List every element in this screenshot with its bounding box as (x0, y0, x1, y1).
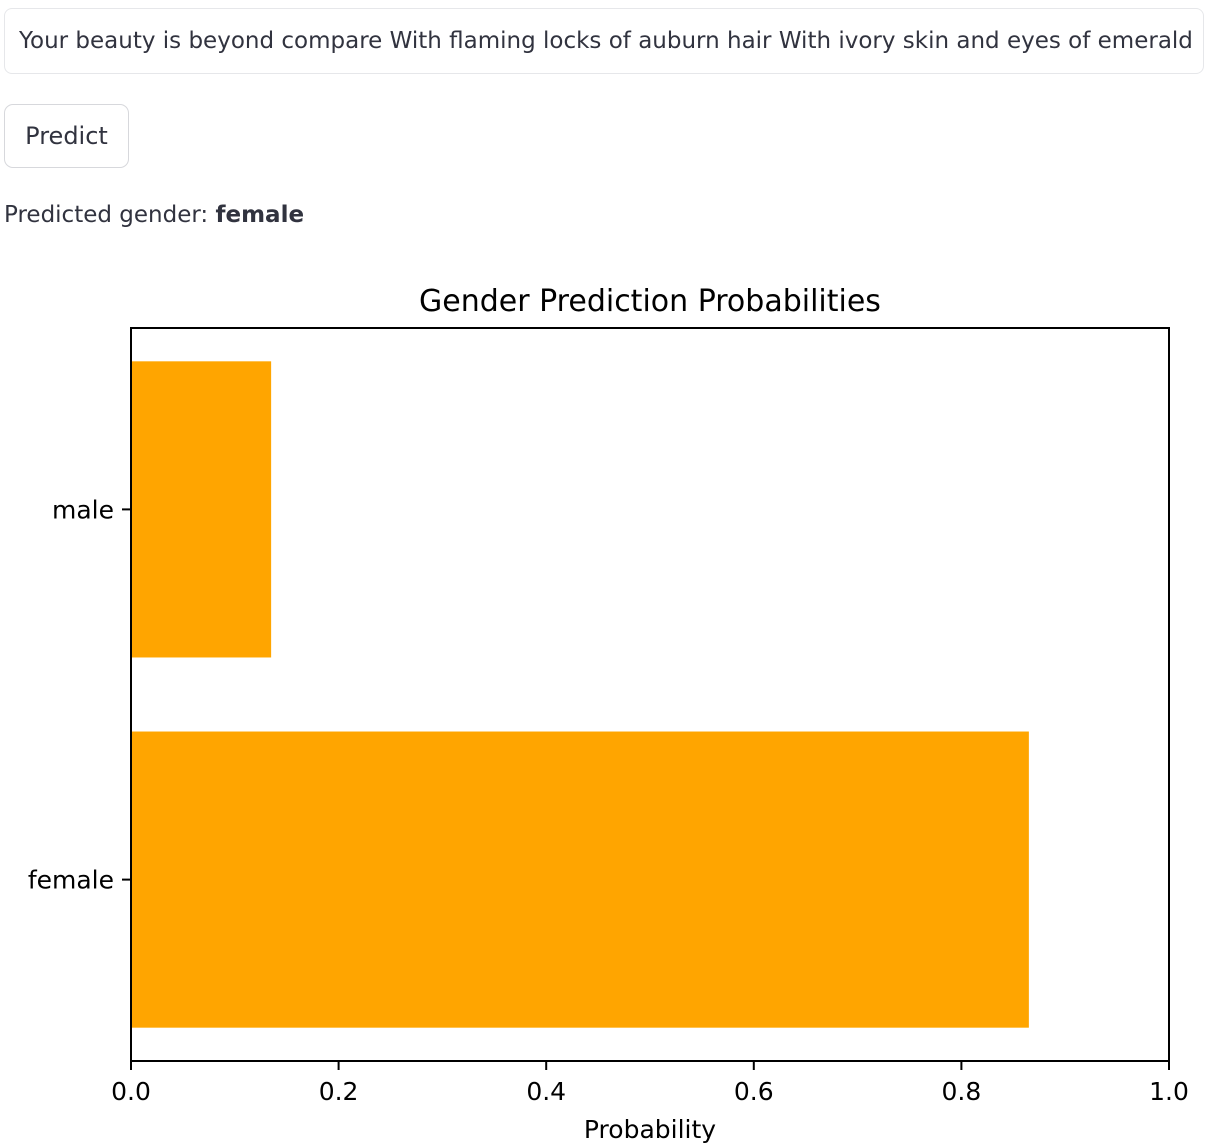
x-tick-label-1: 0.2 (319, 1077, 359, 1106)
x-tick-label-2: 0.4 (526, 1077, 566, 1106)
prediction-result: Predicted gender: female (4, 202, 304, 228)
prediction-label: Predicted gender: (4, 202, 209, 228)
y-tick-label-male: male (52, 495, 114, 524)
prediction-value: female (215, 202, 305, 228)
bar-female (131, 731, 1029, 1028)
probability-chart: Gender Prediction Probabilities female ma… (28, 284, 1189, 1144)
x-tick-label-3: 0.6 (734, 1077, 774, 1106)
text-input[interactable] (4, 8, 1204, 74)
x-axis-label: Probability (584, 1115, 716, 1144)
predict-button[interactable]: Predict (4, 104, 129, 168)
bar-male (131, 361, 272, 658)
x-tick-label-5: 1.0 (1149, 1077, 1189, 1106)
x-tick-label-4: 0.8 (942, 1077, 982, 1106)
y-tick-label-female: female (28, 866, 114, 895)
x-tick-label-0: 0.0 (111, 1077, 151, 1106)
plot-frame (130, 327, 1170, 1062)
chart-title: Gender Prediction Probabilities (419, 284, 881, 319)
